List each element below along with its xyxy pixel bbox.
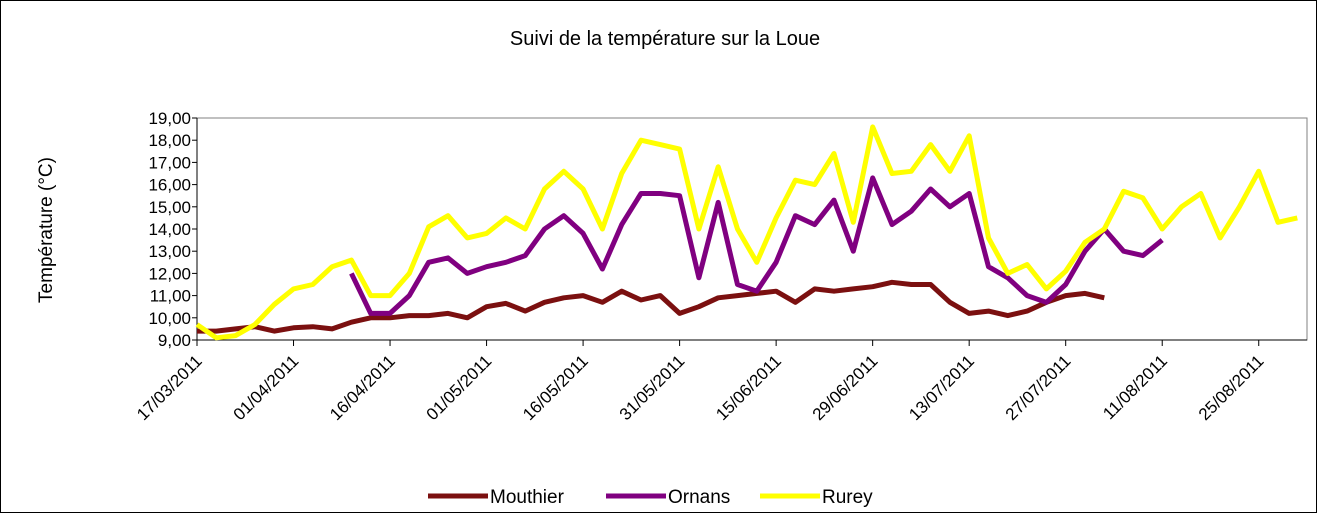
y-tick-label: 18,00 [148,131,191,150]
y-tick-label: 17,00 [148,153,191,172]
chart-title: Suivi de la température sur la Loue [510,28,820,50]
y-tick-label: 9,00 [158,331,191,350]
y-tick-label: 11,00 [150,287,191,306]
y-tick-label: 16,00 [148,176,191,195]
y-tick-label: 12,00 [148,264,191,283]
series-line [349,175,1164,316]
series-line [197,279,1105,334]
legend-label: Rurey [822,487,873,508]
y-tick-label: 19,00 [148,109,191,128]
y-tick-label: 13,00 [148,242,191,261]
y-axis-label: Température (°C) [36,157,57,303]
y-tick-label: 14,00 [148,220,191,239]
y-tick-label: 15,00 [148,198,191,217]
legend-label: Mouthier [490,487,565,508]
series-line [195,124,1298,341]
y-tick-label: 10,00 [148,309,191,328]
legend-label: Ornans [668,487,730,508]
